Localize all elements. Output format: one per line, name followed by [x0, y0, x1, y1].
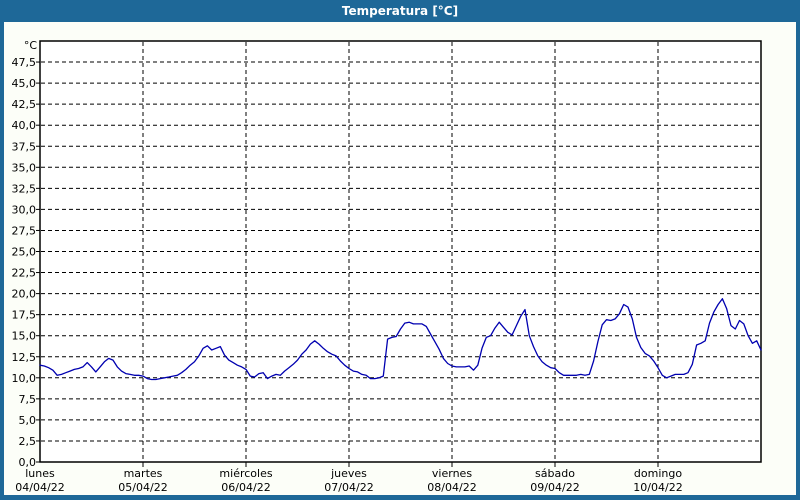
- title-bar: Temperatura [°C]: [0, 0, 800, 22]
- day-date-label: 05/04/22: [118, 481, 167, 494]
- svg-text:12,5: 12,5: [12, 351, 37, 364]
- day-date-label: 06/04/22: [221, 481, 270, 494]
- x-grid: [142, 42, 659, 467]
- svg-text:45,0: 45,0: [12, 77, 37, 90]
- day-name-label: viernes: [432, 467, 472, 480]
- day-name-label: sábado: [535, 467, 575, 480]
- svg-text:42,5: 42,5: [12, 98, 37, 111]
- y-grid-and-labels: 0,0 2,5 5,0 7,5 10,0 12,5 15,0 17,5 20,0 22,5 25,0…: [12, 39, 760, 469]
- svg-text:35,0: 35,0: [12, 161, 37, 174]
- svg-text:47,5: 47,5: [12, 56, 37, 69]
- svg-text:27,5: 27,5: [12, 224, 37, 237]
- y-axis-unit-label: °C: [24, 39, 38, 52]
- svg-text:0,0: 0,0: [19, 456, 37, 469]
- svg-text:15,0: 15,0: [12, 330, 37, 343]
- day-date-label: 07/04/22: [324, 481, 373, 494]
- day-name-label: domingo: [634, 467, 682, 480]
- window-title: Temperatura [°C]: [341, 4, 459, 18]
- svg-text:17,5: 17,5: [12, 309, 37, 322]
- day-name-label: lunes: [25, 467, 55, 480]
- svg-text:20,0: 20,0: [12, 288, 37, 301]
- day-name-label: miércoles: [219, 467, 272, 480]
- svg-text:10,0: 10,0: [12, 372, 37, 385]
- day-date-label: 08/04/22: [427, 481, 476, 494]
- svg-text:30,0: 30,0: [12, 203, 37, 216]
- day-date-label: 10/04/22: [633, 481, 682, 494]
- day-name-label: martes: [124, 467, 163, 480]
- day-name-label: jueves: [330, 467, 367, 480]
- svg-text:40,0: 40,0: [12, 119, 37, 132]
- svg-text:32,5: 32,5: [12, 182, 37, 195]
- day-date-label: 04/04/22: [15, 481, 64, 494]
- svg-text:7,5: 7,5: [19, 393, 37, 406]
- svg-text:2,5: 2,5: [19, 435, 37, 448]
- svg-text:5,0: 5,0: [19, 414, 37, 427]
- svg-text:37,5: 37,5: [12, 140, 37, 153]
- day-date-label: 09/04/22: [530, 481, 579, 494]
- svg-text:25,0: 25,0: [12, 246, 37, 259]
- svg-text:22,5: 22,5: [12, 267, 37, 280]
- temperature-line: [39, 298, 762, 381]
